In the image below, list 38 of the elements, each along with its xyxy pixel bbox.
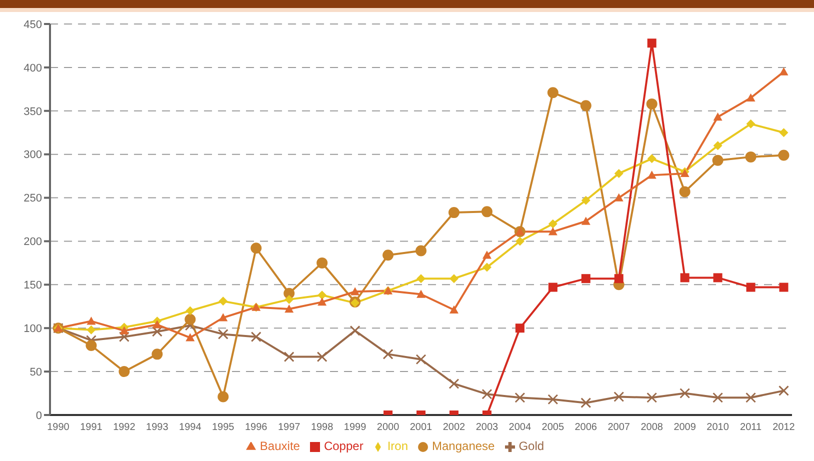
- x-tick-label: 2012: [772, 422, 796, 434]
- x-tick-label: 2006: [574, 422, 598, 434]
- legend-label: Iron: [387, 439, 408, 453]
- x-tick-label: 1992: [113, 422, 136, 434]
- y-tick-label: 350: [24, 106, 42, 118]
- y-tick-label: 400: [24, 62, 42, 74]
- x-tick-label: 2003: [476, 422, 499, 434]
- legend-label: Manganese: [432, 439, 495, 453]
- y-tick-label: 450: [24, 18, 42, 31]
- x-tick-label: 1996: [244, 422, 268, 434]
- y-tick-label: 100: [24, 323, 42, 336]
- x-tick-label: 2009: [674, 422, 696, 434]
- legend-label: Gold: [518, 439, 544, 453]
- x-tick-label: 2001: [410, 422, 433, 434]
- x-tick-label: 2004: [508, 422, 532, 434]
- x-tick-label: 2008: [640, 422, 664, 434]
- x-tick-label: 2007: [608, 422, 630, 434]
- x-tick-label: 2002: [442, 422, 466, 434]
- x-tick-label: 2010: [706, 422, 730, 434]
- x-tick-label: 1990: [47, 422, 70, 434]
- y-tick-label: 250: [24, 192, 42, 205]
- x-tick-label: 1997: [278, 422, 301, 434]
- x-tick-label: 2005: [542, 422, 564, 434]
- y-tick-label: 200: [24, 236, 42, 248]
- y-tick-label: 50: [30, 366, 42, 378]
- x-tick-label: 1994: [179, 422, 202, 434]
- x-tick-label: 2011: [740, 422, 762, 434]
- legend-label: Copper: [324, 439, 364, 453]
- x-tick-label: 1998: [310, 422, 334, 434]
- legend-label: Bauxite: [260, 439, 300, 453]
- x-tick-label: 1993: [146, 422, 169, 434]
- y-tick-label: 150: [24, 280, 42, 292]
- y-tick-label: 0: [36, 410, 42, 422]
- x-tick-label: 1991: [80, 422, 103, 434]
- x-tick-label: 1999: [344, 422, 367, 434]
- x-tick-label: 1995: [212, 422, 235, 434]
- x-tick-label: 2000: [376, 422, 400, 434]
- y-tick-label: 300: [24, 149, 42, 162]
